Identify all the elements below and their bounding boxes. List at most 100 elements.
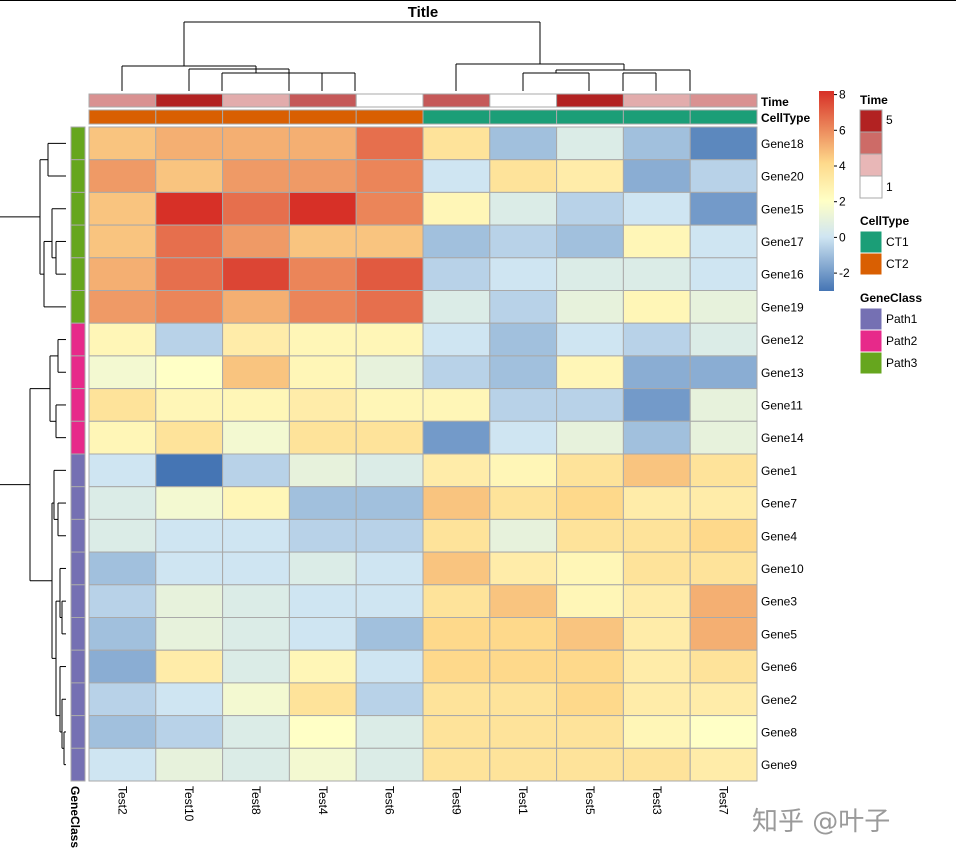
celltype-legend-label-ct1: CT1 (886, 235, 909, 249)
time-annotation-test7 (689, 93, 758, 108)
row-label-gene7: Gene7 (761, 497, 797, 511)
heatmap-cell-gene15-test1 (489, 191, 558, 226)
row-label-gene16: Gene16 (761, 268, 804, 282)
heatmap-cell-gene11-test1 (489, 388, 558, 422)
celltype-annotation-test4 (288, 109, 357, 125)
heatmap-cell-gene11-test9 (422, 388, 491, 422)
celltype-annotation-bar (88, 109, 758, 125)
heatmap-cell-gene19-test6 (355, 290, 424, 324)
heatmap-cell-gene6-test5 (556, 649, 624, 684)
row-label-gene2: Gene2 (761, 693, 797, 707)
heatmap-cell-gene15-test5 (556, 191, 624, 226)
row-label-gene13: Gene13 (761, 366, 804, 380)
heatmap-cell-gene3-test9 (422, 584, 491, 618)
heatmap-cell-gene10-test1 (489, 551, 558, 586)
geneclass-annotation-gene16 (70, 257, 86, 291)
heatmap-cell-gene12-test5 (556, 322, 624, 357)
celltype-annotation-test7 (689, 109, 758, 125)
column-label-test8: Test8 (249, 786, 263, 815)
row-label-gene17: Gene17 (761, 235, 804, 249)
heatmap-cell-gene11-test8 (222, 388, 290, 422)
heatmap-cell-gene4-test6 (355, 518, 424, 553)
celltype-annotation-test2 (88, 109, 157, 125)
heatmap-cell-gene9-test9 (422, 747, 491, 782)
heatmap-cell-gene6-test6 (355, 649, 424, 684)
time-legend-swatch (859, 153, 883, 177)
heatmap-cell-gene4-test7 (689, 518, 758, 553)
heatmap-cell-gene9-test2 (88, 747, 157, 782)
geneclass-annotation-gene14 (70, 420, 86, 455)
heatmap-cell-gene10-test10 (155, 551, 224, 586)
geneclass-annotation-gene12 (70, 322, 86, 357)
row-label-gene11: Gene11 (761, 399, 803, 413)
heatmap-cell-gene17-test4 (288, 224, 357, 259)
heatmap-cell-gene15-test4 (288, 191, 357, 226)
heatmap-cell-gene18-test10 (155, 126, 224, 161)
heatmap-cell-gene7-test8 (222, 486, 290, 520)
column-dendrogram (121, 21, 691, 91)
heatmap-cell-gene10-test9 (422, 551, 491, 586)
heatmap-cell-gene14-test4 (288, 420, 357, 455)
heatmap-cell-gene9-test5 (556, 747, 624, 782)
heatmap-cell-gene17-test6 (355, 224, 424, 259)
heatmap-cell-gene1-test10 (155, 453, 224, 488)
heatmap-cell-gene10-test2 (88, 551, 157, 586)
heatmap-cell-gene6-test1 (489, 649, 558, 684)
heatmap-cell-gene15-test6 (355, 191, 424, 226)
heatmap-cell-gene5-test5 (556, 617, 624, 651)
geneclass-annotation-gene9 (70, 747, 86, 782)
heatmap-cell-gene14-test1 (489, 420, 558, 455)
heatmap-cell-gene15-test9 (422, 191, 491, 226)
row-label-gene9: Gene9 (761, 758, 797, 772)
heatmap-cell-gene3-test5 (556, 584, 624, 618)
heatmap-cell-gene5-test4 (288, 617, 357, 651)
celltype-legend-title: CellType (860, 214, 909, 228)
heatmap-cell-gene6-test8 (222, 649, 290, 684)
heatmap-cell-gene19-test2 (88, 290, 157, 324)
geneclass-legend-label-path1: Path1 (886, 312, 918, 326)
heatmap-cell-gene2-test6 (355, 682, 424, 717)
heatmap-cell-gene4-test2 (88, 518, 157, 553)
heatmap-cell-gene2-test5 (556, 682, 624, 717)
heatmap-cell-gene11-test6 (355, 388, 424, 422)
geneclass-legend-title: GeneClass (860, 291, 922, 305)
heatmap-cell-gene5-test9 (422, 617, 491, 651)
heatmap-cell-gene19-test4 (288, 290, 357, 324)
heatmap-cell-gene7-test9 (422, 486, 491, 520)
heatmap-cell-gene5-test10 (155, 617, 224, 651)
geneclass-annotation-gene2 (70, 682, 86, 717)
heatmap-cell-gene3-test8 (222, 584, 290, 618)
heatmap-cell-gene16-test2 (88, 257, 157, 291)
time-annotation-test9 (422, 93, 491, 108)
heatmap-cell-gene14-test7 (689, 420, 758, 455)
heatmap-cell-gene12-test6 (355, 322, 424, 357)
column-label-test3: Test3 (650, 786, 664, 815)
heatmap-cell-gene6-test9 (422, 649, 491, 684)
heatmap-cell-gene11-test5 (556, 388, 624, 422)
heatmap-cell-gene18-test7 (689, 126, 758, 161)
heatmap-cell-gene13-test2 (88, 355, 157, 390)
heatmap-cell-gene14-test9 (422, 420, 491, 455)
scale-tick-label-4: 4 (839, 159, 846, 173)
heatmap-cell-gene4-test8 (222, 518, 290, 553)
row-dendrogram (0, 142, 66, 766)
celltype-legend-swatch-ct1 (859, 230, 883, 254)
heatmap-cell-gene3-test6 (355, 584, 424, 618)
heatmap-cell-gene20-test8 (222, 159, 290, 193)
heatmap-cell-gene8-test8 (222, 715, 290, 749)
heatmap-cell-gene1-test4 (288, 453, 357, 488)
time-legend-low-label: 1 (886, 180, 893, 194)
heatmap-cell-gene20-test6 (355, 159, 424, 193)
heatmap-cell-gene7-test1 (489, 486, 558, 520)
heatmap-cell-gene9-test7 (689, 747, 758, 782)
heatmap-cell-gene15-test2 (88, 191, 157, 226)
heatmap-cell-gene7-test7 (689, 486, 758, 520)
heatmap-cell-gene8-test1 (489, 715, 558, 749)
heatmap-cell-gene16-test3 (622, 257, 691, 291)
heatmap-cell-gene19-test7 (689, 290, 758, 324)
time-annotation-label: Time (761, 95, 789, 109)
geneclass-annotation-bar (70, 126, 86, 782)
time-annotation-bar (88, 93, 758, 108)
heatmap-cell-gene9-test4 (288, 747, 357, 782)
heatmap-cell-gene19-test9 (422, 290, 491, 324)
